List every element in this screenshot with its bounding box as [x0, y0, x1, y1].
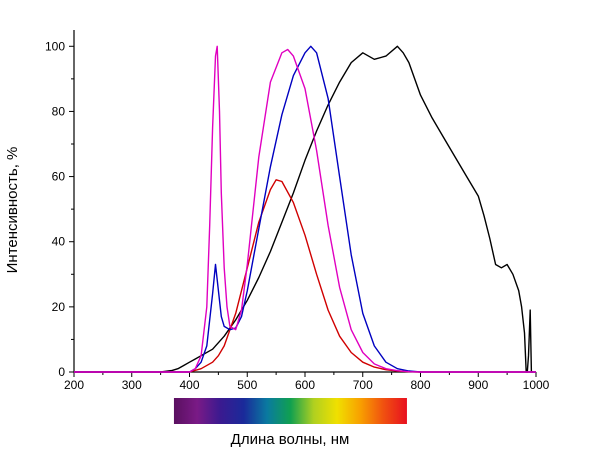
- x-tick-label: 300: [122, 378, 142, 392]
- series-line-1: [74, 45, 534, 373]
- y-tick-label: 20: [52, 300, 66, 314]
- y-tick-label: 0: [58, 365, 65, 379]
- x-tick-label: 1000: [523, 378, 550, 392]
- y-tick-label: 100: [45, 39, 65, 53]
- series-line-2: [74, 179, 536, 373]
- x-tick-label: 700: [353, 378, 373, 392]
- y-tick-label: 40: [52, 235, 66, 249]
- x-tick-label: 800: [410, 378, 430, 392]
- axes: 200 300 400 500 600 700 800 900 1000 0 20 40 60 80 100: [45, 30, 550, 392]
- x-tick-label: 500: [237, 378, 257, 392]
- series-line-4: [74, 45, 536, 373]
- x-tick-label: 600: [295, 378, 315, 392]
- x-axis-title: Длина волны, нм: [231, 431, 350, 448]
- x-tick-label: 400: [179, 378, 199, 392]
- y-tick-label: 60: [52, 170, 66, 184]
- wavelength-color-bar: [173, 398, 407, 424]
- x-tick-label: 200: [64, 378, 84, 392]
- y-axis-title: Интенсивность, %: [4, 147, 21, 274]
- series-line-3: [74, 45, 536, 373]
- x-tick-label: 900: [468, 378, 488, 392]
- y-tick-label: 80: [52, 104, 66, 118]
- series-lines: [74, 45, 536, 373]
